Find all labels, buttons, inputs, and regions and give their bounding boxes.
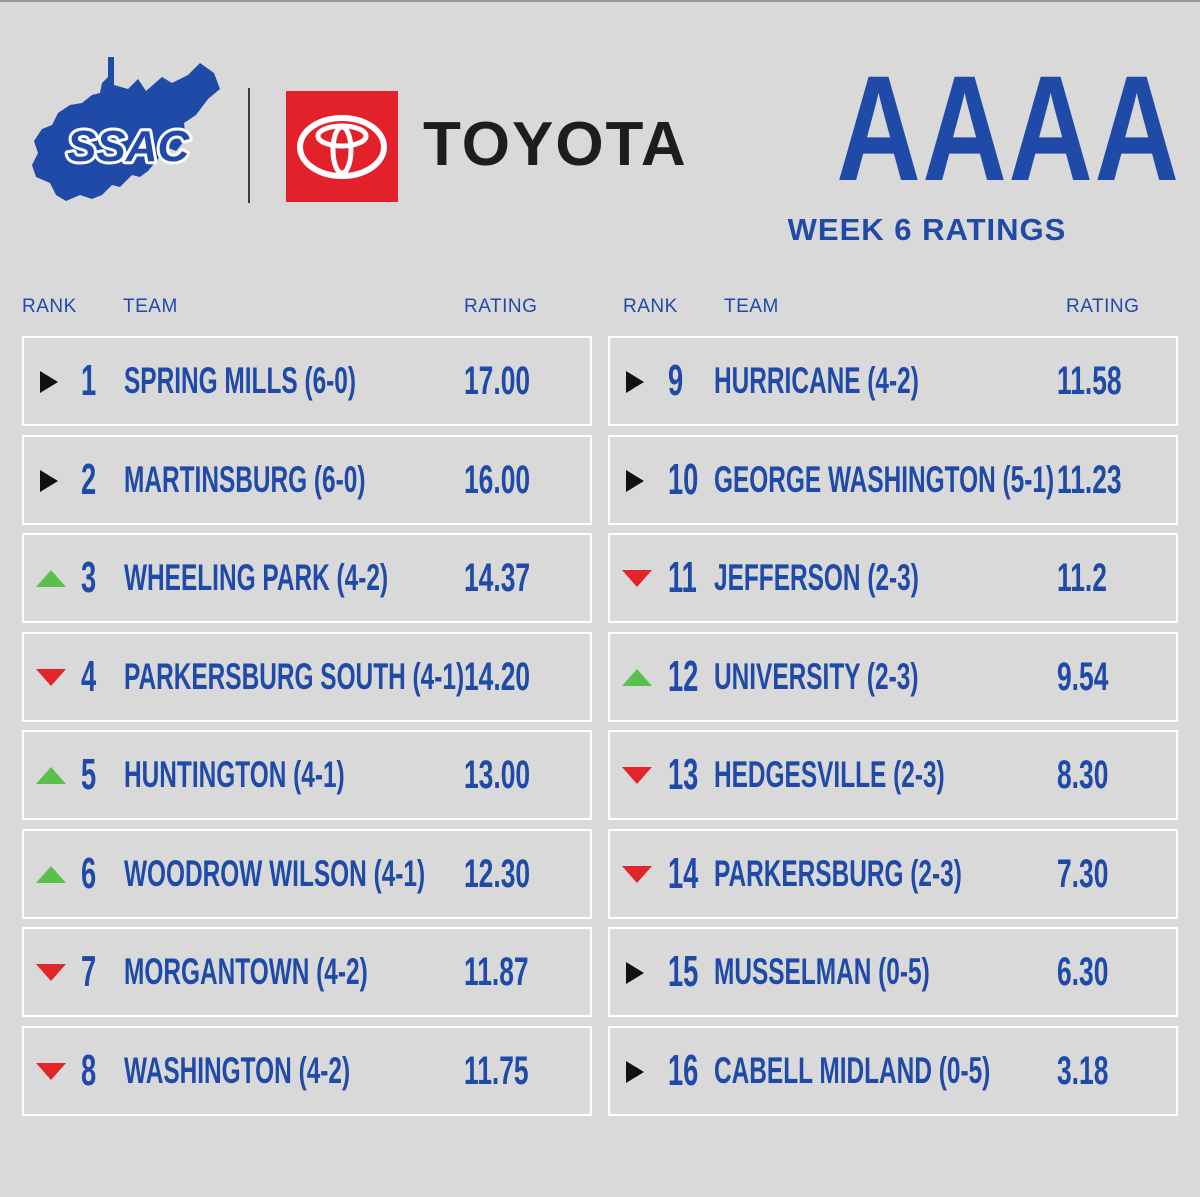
- rank-header-left: RANK: [22, 296, 77, 317]
- trend-down-icon: [622, 570, 652, 587]
- trend-steady-icon: [626, 962, 644, 984]
- rank-number: 2: [81, 455, 97, 504]
- trend-steady-icon: [626, 371, 644, 393]
- ranking-row: 13 HEDGESVILLE (2-3) 8.30: [608, 730, 1178, 820]
- rank-number: 3: [81, 553, 97, 602]
- team-name: JEFFERSON (2-3): [714, 557, 919, 598]
- rank-number: 9: [668, 356, 684, 405]
- ssac-logo-text: SSAC: [67, 122, 190, 171]
- team-name: WHEELING PARK (4-2): [124, 557, 389, 598]
- rank-number: 12: [668, 652, 699, 701]
- trend-down-icon: [622, 767, 652, 784]
- team-name: MUSSELMAN (0-5): [714, 951, 930, 992]
- west-virginia-state-icon: SSAC: [32, 57, 220, 201]
- ranking-row: 12 UNIVERSITY (2-3) 9.54: [608, 632, 1178, 722]
- team-name: UNIVERSITY (2-3): [714, 656, 919, 697]
- ranking-row: 10 GEORGE WASHINGTON (5-1) 11.23: [608, 435, 1178, 525]
- ranking-row: 4 PARKERSBURG SOUTH (4-1) 14.20: [22, 632, 592, 722]
- ranking-row: 6 WOODROW WILSON (4-1) 12.30: [22, 829, 592, 919]
- logo-divider: [248, 88, 250, 203]
- trend-steady-icon: [626, 1061, 644, 1083]
- rank-number: 15: [668, 947, 699, 996]
- team-rating: 13.00: [464, 753, 531, 797]
- team-rating: 3.18: [1057, 1049, 1109, 1093]
- team-rating: 11.75: [464, 1049, 529, 1093]
- rank-number: 13: [668, 750, 699, 799]
- trend-down-icon: [622, 866, 652, 883]
- ranking-row: 5 HUNTINGTON (4-1) 13.00: [22, 730, 592, 820]
- trend-up-icon: [36, 767, 66, 784]
- rank-number: 14: [668, 849, 699, 898]
- team-name: MORGANTOWN (4-2): [124, 951, 368, 992]
- team-rating: 17.00: [464, 359, 531, 403]
- team-name: PARKERSBURG (2-3): [714, 853, 962, 894]
- team-rating: 8.30: [1057, 753, 1109, 797]
- ranking-row: 9 HURRICANE (4-2) 11.58: [608, 336, 1178, 426]
- team-name: MARTINSBURG (6-0): [124, 459, 366, 500]
- team-name: WASHINGTON (4-2): [124, 1050, 351, 1091]
- team-rating: 12.30: [464, 852, 531, 896]
- ranking-row: 2 MARTINSBURG (6-0) 16.00: [22, 435, 592, 525]
- trend-down-icon: [36, 1063, 66, 1080]
- rank-number: 8: [81, 1046, 97, 1095]
- rank-number: 10: [668, 455, 699, 504]
- rank-number: 1: [81, 356, 97, 405]
- team-rating: 16.00: [464, 458, 531, 502]
- ranking-row: 3 WHEELING PARK (4-2) 14.37: [22, 533, 592, 623]
- team-rating: 14.20: [464, 655, 531, 699]
- team-name: GEORGE WASHINGTON (5-1): [714, 459, 1055, 500]
- trend-up-icon: [622, 669, 652, 686]
- team-name: WOODROW WILSON (4-1): [124, 853, 426, 894]
- rank-header-right: RANK: [623, 296, 678, 317]
- classification-title: AAAA: [836, 44, 1181, 212]
- trend-steady-icon: [40, 371, 58, 393]
- trend-up-icon: [36, 866, 66, 883]
- team-name: SPRING MILLS (6-0): [124, 360, 357, 401]
- team-rating: 6.30: [1057, 950, 1109, 994]
- rank-number: 16: [668, 1046, 699, 1095]
- week-title: WEEK 6 RATINGS: [787, 212, 1067, 247]
- team-rating: 11.2: [1057, 556, 1107, 600]
- toyota-emblem: [286, 91, 398, 202]
- team-name: PARKERSBURG SOUTH (4-1): [124, 656, 465, 697]
- rating-header-right: RATING: [1066, 296, 1140, 317]
- rank-number: 11: [668, 553, 697, 602]
- rank-number: 5: [81, 750, 97, 799]
- team-header-right: TEAM: [724, 296, 779, 317]
- ranking-row: 14 PARKERSBURG (2-3) 7.30: [608, 829, 1178, 919]
- ranking-row: 7 MORGANTOWN (4-2) 11.87: [22, 927, 592, 1017]
- team-rating: 11.58: [1057, 359, 1122, 403]
- ranking-row: 1 SPRING MILLS (6-0) 17.00: [22, 336, 592, 426]
- trend-up-icon: [36, 570, 66, 587]
- team-header-left: TEAM: [123, 296, 178, 317]
- rating-header-left: RATING: [464, 296, 538, 317]
- rank-number: 4: [81, 652, 97, 701]
- ranking-row: 16 CABELL MIDLAND (0-5) 3.18: [608, 1026, 1178, 1116]
- ranking-row: 11 JEFFERSON (2-3) 11.2: [608, 533, 1178, 623]
- trend-steady-icon: [626, 470, 644, 492]
- rank-number: 6: [81, 849, 97, 898]
- ranking-row: 15 MUSSELMAN (0-5) 6.30: [608, 927, 1178, 1017]
- team-name: CABELL MIDLAND (0-5): [714, 1050, 991, 1091]
- top-border: [0, 0, 1200, 2]
- team-rating: 7.30: [1057, 852, 1109, 896]
- ranking-row: 8 WASHINGTON (4-2) 11.75: [22, 1026, 592, 1116]
- ssac-logo: SSAC: [30, 55, 222, 205]
- team-name: HEDGESVILLE (2-3): [714, 754, 945, 795]
- toyota-logo-icon: [297, 114, 387, 179]
- trend-down-icon: [36, 669, 66, 686]
- rank-number: 7: [81, 947, 97, 996]
- team-name: HURRICANE (4-2): [714, 360, 919, 401]
- team-rating: 11.23: [1057, 458, 1122, 502]
- team-rating: 11.87: [464, 950, 529, 994]
- trend-down-icon: [36, 964, 66, 981]
- trend-steady-icon: [40, 470, 58, 492]
- toyota-wordmark: TOYOTA: [423, 110, 688, 179]
- team-rating: 9.54: [1057, 655, 1109, 699]
- team-name: HUNTINGTON (4-1): [124, 754, 345, 795]
- team-rating: 14.37: [464, 556, 531, 600]
